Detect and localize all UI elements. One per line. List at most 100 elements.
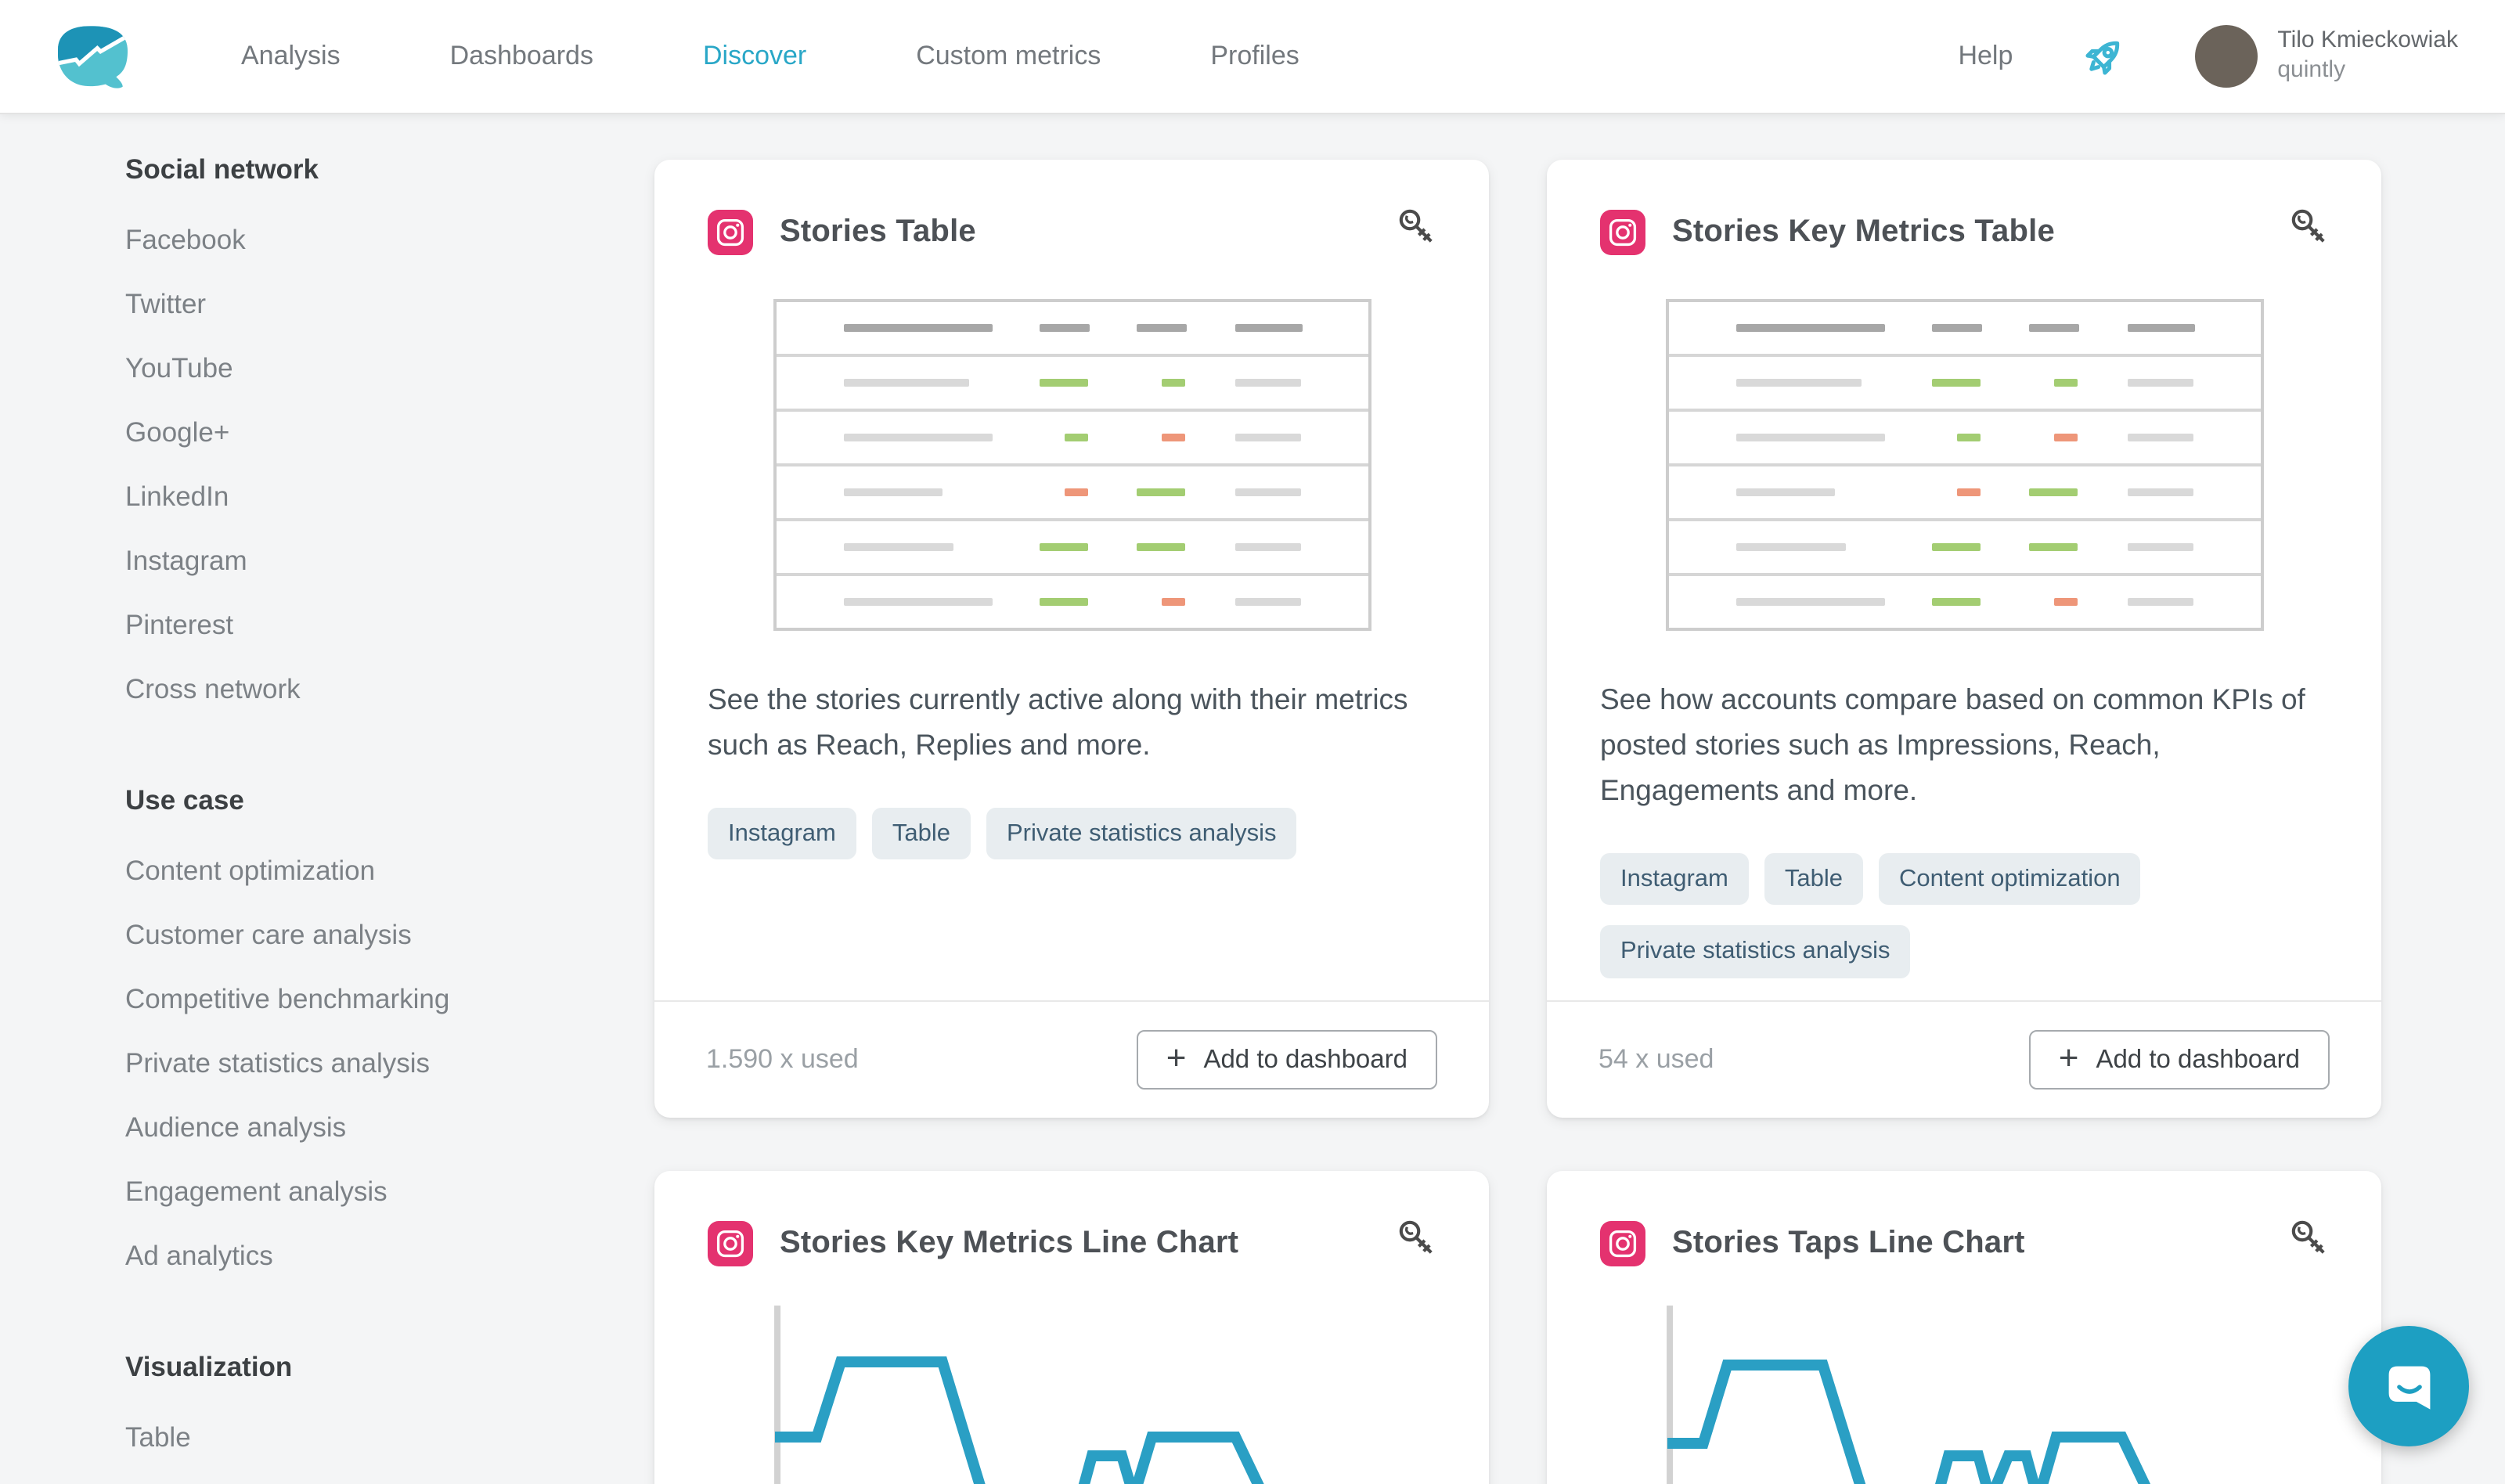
tag-table[interactable]: Table	[871, 807, 971, 860]
tag-instagram[interactable]: Instagram	[708, 807, 856, 860]
tag-instagram[interactable]: Instagram	[1600, 852, 1749, 906]
add-to-dashboard-label: Add to dashboard	[2096, 1045, 2300, 1073]
user-name: Tilo Kmieckowiak	[2277, 27, 2458, 54]
add-to-dashboard-button[interactable]: + Add to dashboard	[2028, 1030, 2330, 1090]
card-title: Stories Key Metrics Line Chart	[780, 1225, 1239, 1259]
nav-item-profiles[interactable]: Profiles	[1210, 41, 1299, 70]
tag-table[interactable]: Table	[1764, 852, 1863, 906]
illustration-bar-green	[1040, 598, 1089, 606]
illustration-bar-header	[1040, 324, 1090, 332]
illustration-bar-gray	[1736, 543, 1846, 551]
chat-bubble-icon	[2388, 1365, 2430, 1409]
intercom-chat-button[interactable]	[2348, 1326, 2469, 1446]
metric-card-stories-key-metrics-table: Stories Key Metrics Table See how accoun…	[1547, 160, 2381, 1118]
illustration-row	[1668, 576, 2260, 628]
illustration-bar-green	[2029, 543, 2078, 551]
illustration-row	[1668, 357, 2260, 412]
card-description: See how accounts compare based on common…	[1600, 683, 2305, 806]
sidebar-item-engagement-analysis[interactable]: Engagement analysis	[125, 1176, 387, 1207]
add-to-dashboard-button[interactable]: + Add to dashboard	[1136, 1030, 1437, 1090]
illustration-bar-gray	[1736, 598, 1885, 606]
sidebar-item-google[interactable]: Google+	[125, 416, 230, 448]
sidebar-item-cross-network[interactable]: Cross network	[125, 673, 301, 704]
instagram-icon	[708, 209, 753, 254]
help-link[interactable]: Help	[1958, 41, 2013, 70]
illustration-bar-gray	[844, 543, 953, 551]
illustration-bar-orange	[1956, 488, 1981, 496]
illustration-row	[776, 576, 1368, 628]
usage-count: 54 x used	[1599, 1044, 1714, 1074]
sidebar-section-title-social-network: Social network	[125, 153, 319, 185]
sidebar-item-pinterest[interactable]: Pinterest	[125, 609, 234, 640]
card-header: Stories Key Metrics Line Chart	[654, 1171, 1489, 1268]
sidebar-section-list-use-case: Content optimization Customer care analys…	[125, 839, 595, 1288]
header-right: Help Tilo Kmieckowiak quintly	[1958, 0, 2458, 113]
tag-row: Instagram Table Content optimization Privat…	[1547, 813, 2381, 978]
user-company: quintly	[2277, 56, 2346, 83]
user-menu[interactable]: Tilo Kmieckowiak quintly	[2194, 25, 2458, 88]
line-chart-illustration	[775, 1306, 1373, 1484]
plus-icon: +	[1166, 1038, 1187, 1077]
line-chart-illustration	[1667, 1306, 2265, 1484]
nav-item-analysis[interactable]: Analysis	[241, 41, 341, 70]
sidebar-item-ad-analytics[interactable]: Ad analytics	[125, 1240, 273, 1271]
sidebar-item-linkedin[interactable]: LinkedIn	[125, 481, 229, 512]
illustration-row	[776, 521, 1368, 576]
metric-card-stories-taps-line-chart: Stories Taps Line Chart	[1547, 1171, 2381, 1484]
key-icon	[1397, 1218, 1439, 1268]
illustration-row	[1668, 302, 2260, 357]
illustration-bar-green	[1137, 543, 1186, 551]
sidebar-item-content-optimization[interactable]: Content optimization	[125, 855, 376, 886]
key-icon	[2289, 207, 2331, 257]
user-avatar[interactable]	[2194, 25, 2258, 88]
key-icon	[1397, 207, 1439, 257]
illustration-row	[776, 302, 1368, 357]
sidebar-item-twitter[interactable]: Twitter	[125, 288, 207, 319]
card-title: Stories Table	[780, 214, 976, 248]
illustration-bar-gray	[1736, 379, 1862, 387]
illustration-bar-gray	[2127, 434, 2193, 441]
card-title: Stories Key Metrics Table	[1672, 214, 2055, 248]
sidebar: Social network Facebook Twitter YouTube Goog…	[125, 113, 595, 1470]
illustration-bar-gray	[2127, 543, 2193, 551]
sidebar-item-competitive-benchmarking[interactable]: Competitive benchmarking	[125, 983, 450, 1014]
nav-item-custom-metrics[interactable]: Custom metrics	[916, 41, 1101, 70]
metric-card-stories-key-metrics-line-chart: Stories Key Metrics Line Chart	[654, 1171, 1489, 1484]
rocket-icon[interactable]	[2075, 28, 2132, 85]
tag-private-statistics-analysis[interactable]: Private statistics analysis	[1600, 925, 1911, 978]
illustration-bar-gray	[1736, 434, 1885, 441]
illustration-bar-gray	[2127, 488, 2193, 496]
sidebar-item-customer-care-analysis[interactable]: Customer care analysis	[125, 919, 412, 950]
illustration-bar-green	[2054, 379, 2078, 387]
sidebar-item-youtube[interactable]: YouTube	[125, 352, 233, 384]
illustration-row	[776, 357, 1368, 412]
sidebar-item-facebook[interactable]: Facebook	[125, 224, 246, 255]
instagram-icon	[1600, 209, 1645, 254]
nav-item-discover[interactable]: Discover	[702, 41, 807, 70]
nav-item-dashboards[interactable]: Dashboards	[449, 41, 593, 70]
tag-content-optimization[interactable]: Content optimization	[1878, 852, 2141, 906]
illustration-bar-green	[1040, 543, 1089, 551]
sidebar-item-instagram[interactable]: Instagram	[125, 545, 247, 576]
sidebar-item-private-statistics-analysis[interactable]: Private statistics analysis	[125, 1047, 431, 1079]
tag-private-statistics-analysis[interactable]: Private statistics analysis	[986, 807, 1297, 860]
illustration-bar-header	[1234, 324, 1303, 332]
illustration-bar-green	[1064, 434, 1089, 441]
quintly-logo-icon[interactable]	[50, 22, 135, 91]
sidebar-item-audience-analysis[interactable]: Audience analysis	[125, 1111, 347, 1143]
card-description: See the stories currently active along w…	[708, 683, 1408, 761]
illustration-bar-green	[1162, 379, 1186, 387]
card-header: Stories Table	[654, 160, 1489, 257]
illustration-row	[776, 466, 1368, 521]
top-navbar: Analysis Dashboards Discover Custom metr…	[0, 0, 2505, 113]
illustration-bar-header	[1932, 324, 1982, 332]
card-header: Stories Key Metrics Table	[1547, 160, 2381, 257]
illustration-bar-header	[844, 324, 993, 332]
illustration-bar-gray	[1234, 598, 1301, 606]
illustration-bar-green	[2029, 488, 2078, 496]
illustration-bar-header	[2029, 324, 2079, 332]
sidebar-item-table[interactable]: Table	[125, 1421, 191, 1453]
illustration-bar-header	[2127, 324, 2196, 332]
chart-line-blue	[1667, 1365, 2265, 1484]
